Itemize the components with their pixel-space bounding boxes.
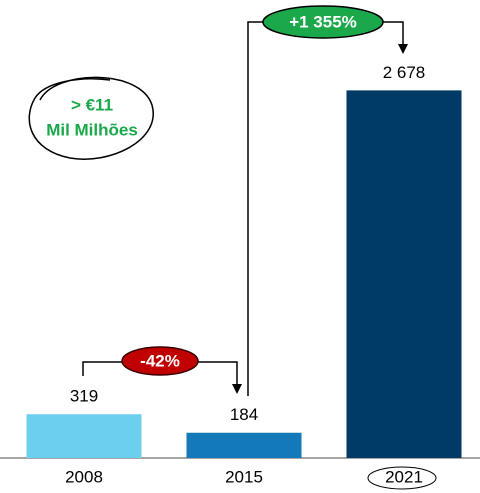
badge [262, 5, 384, 39]
value-label: 2 678 [383, 63, 426, 82]
badge [121, 346, 199, 376]
arrow-head [232, 384, 242, 394]
x-tick-label: 2015 [225, 467, 263, 486]
annotation: > €11 [71, 95, 113, 114]
value-label: 319 [70, 387, 98, 406]
highlight-circle [367, 466, 437, 490]
arrow-head [398, 44, 408, 54]
annotation: +1 355% [289, 12, 357, 31]
x-tick-label: 2021 [385, 467, 423, 486]
scribble-circle [28, 76, 154, 160]
bar [346, 90, 462, 458]
value-label: 184 [230, 405, 258, 424]
bar [26, 414, 142, 458]
x-tick-label: 2008 [65, 467, 103, 486]
annotation: Mil Milhões [46, 120, 138, 139]
bar [186, 432, 302, 458]
annotation: -42% [140, 351, 180, 370]
